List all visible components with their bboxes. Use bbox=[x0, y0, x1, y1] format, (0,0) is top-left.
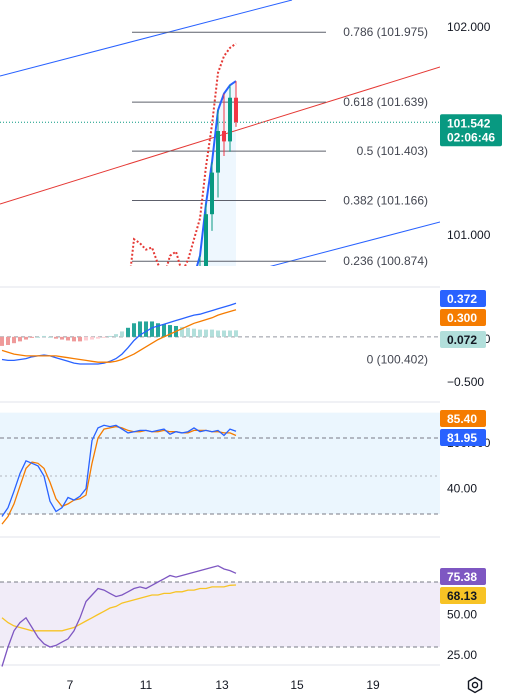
macd-histogram-bar bbox=[168, 325, 172, 337]
macd-histogram-bar bbox=[132, 323, 136, 337]
candle-body bbox=[168, 302, 172, 323]
macd-histogram-bar bbox=[138, 321, 142, 337]
macd-value-badge bbox=[440, 331, 486, 348]
macd-histogram-bar bbox=[48, 336, 52, 338]
time-axis-tick: 11 bbox=[140, 678, 153, 692]
macd-histogram-bar bbox=[90, 336, 94, 340]
time-axis-tick: 19 bbox=[366, 678, 380, 692]
macd-histogram-bar bbox=[24, 336, 28, 340]
macd-signal-line bbox=[1, 309, 237, 363]
bar-countdown: 02:06:46 bbox=[447, 130, 495, 144]
macd-histogram-bar bbox=[162, 324, 166, 337]
fib-level-label: 0.786 (101.975) bbox=[343, 25, 428, 39]
rsi-value-label: 75.38 bbox=[447, 570, 477, 584]
macd-value-label: 0.372 bbox=[447, 292, 477, 306]
macd-histogram-bar bbox=[210, 329, 214, 337]
macd-histogram-bar bbox=[120, 331, 124, 337]
fib-level-label: 0 (100.402) bbox=[367, 352, 428, 366]
macd-histogram-bar bbox=[114, 334, 118, 337]
macd-histogram-bar bbox=[84, 336, 88, 341]
candle-body bbox=[234, 97, 238, 123]
macd-histogram-bar bbox=[18, 336, 22, 342]
macd-histogram-bar bbox=[108, 335, 112, 337]
rsi-axis-tick: 50.00 bbox=[447, 608, 477, 622]
candle-body bbox=[222, 131, 226, 142]
price-axis-tick: 102.000 bbox=[447, 20, 491, 34]
rsi-ma-line bbox=[1, 584, 237, 632]
donchian-band bbox=[197, 81, 236, 266]
rsi-band-fill bbox=[0, 582, 440, 647]
macd-histogram-bar bbox=[126, 327, 130, 337]
candle-body bbox=[204, 214, 208, 266]
time-axis-tick: 13 bbox=[215, 678, 229, 692]
stoch-value-label: 85.40 bbox=[447, 412, 477, 426]
macd-value-label: 0.300 bbox=[447, 311, 477, 325]
candle-body bbox=[90, 514, 94, 522]
rsi-axis-tick: 25.00 bbox=[447, 648, 477, 662]
candle-body bbox=[216, 131, 220, 173]
rsi-value-badge bbox=[440, 568, 486, 585]
rsi-value-label: 68.13 bbox=[447, 589, 477, 603]
macd-histogram-bar bbox=[66, 336, 70, 341]
macd-histogram-bar bbox=[192, 328, 196, 337]
stoch-value-badge bbox=[440, 410, 486, 427]
macd-histogram-bar bbox=[204, 329, 208, 337]
macd-histogram-bar bbox=[12, 336, 16, 344]
macd-histogram-bar bbox=[216, 330, 220, 337]
macd-histogram-bar bbox=[222, 330, 226, 337]
macd-histogram-bar bbox=[234, 330, 238, 337]
rsi-value-badge bbox=[440, 587, 486, 604]
macd-histogram-bar bbox=[96, 336, 100, 339]
candle-body bbox=[228, 97, 232, 142]
candle-body bbox=[198, 266, 202, 287]
macd-histogram-bar bbox=[42, 335, 46, 337]
macd-histogram-bar bbox=[78, 336, 82, 342]
stoch-value-badge bbox=[440, 429, 486, 446]
macd-histogram-bar bbox=[228, 330, 232, 337]
stoch-k-line bbox=[1, 424, 237, 517]
macd-histogram-bar bbox=[6, 336, 10, 345]
fib-level-label: 0.236 (100.874) bbox=[343, 254, 428, 268]
macd-histogram-bar bbox=[186, 327, 190, 337]
candle-body bbox=[96, 522, 100, 526]
macd-axis-tick: −0.500 bbox=[447, 375, 484, 389]
macd-histogram-bar bbox=[36, 336, 40, 338]
macd-histogram-bar bbox=[0, 336, 4, 346]
price-axis-tick: 101.000 bbox=[447, 228, 491, 242]
settings-gear-icon[interactable] bbox=[466, 676, 484, 694]
macd-histogram-bar bbox=[72, 336, 76, 342]
time-axis-tick: 7 bbox=[67, 678, 74, 692]
macd-histogram-bar bbox=[198, 329, 202, 337]
time-axis-tick: 15 bbox=[290, 678, 304, 692]
macd-value-badge bbox=[440, 309, 486, 326]
stoch-value-label: 81.95 bbox=[447, 431, 477, 445]
macd-histogram-bar bbox=[102, 336, 106, 338]
candle-body bbox=[192, 287, 196, 306]
channel-upper-line bbox=[0, 0, 293, 77]
macd-value-label: 0.072 bbox=[447, 333, 477, 347]
macd-value-badge bbox=[440, 290, 486, 307]
fib-level-label: 0.382 (101.166) bbox=[343, 193, 428, 207]
macd-histogram-bar bbox=[144, 321, 148, 337]
current-price-badge bbox=[440, 114, 502, 147]
rsi-line bbox=[1, 565, 237, 667]
macd-histogram-bar bbox=[30, 336, 34, 338]
stoch-axis-tick: 40.00 bbox=[447, 482, 477, 496]
main-pane bbox=[0, 0, 440, 526]
fib-level-label: 0.5 (101.403) bbox=[357, 144, 428, 158]
stoch-band-fill bbox=[0, 412, 440, 514]
macd-histogram-bar bbox=[180, 326, 184, 337]
macd-histogram-bar bbox=[156, 323, 160, 337]
fib-level-label: 0.618 (101.639) bbox=[343, 95, 428, 109]
macd-histogram-bar bbox=[60, 336, 64, 340]
candle-body bbox=[150, 297, 154, 318]
macd-histogram-bar bbox=[150, 321, 154, 337]
channel-lower-line bbox=[269, 221, 440, 266]
macd-histogram-bar bbox=[54, 336, 58, 339]
candle-body bbox=[210, 172, 214, 215]
current-price-value: 101.542 bbox=[447, 116, 491, 130]
